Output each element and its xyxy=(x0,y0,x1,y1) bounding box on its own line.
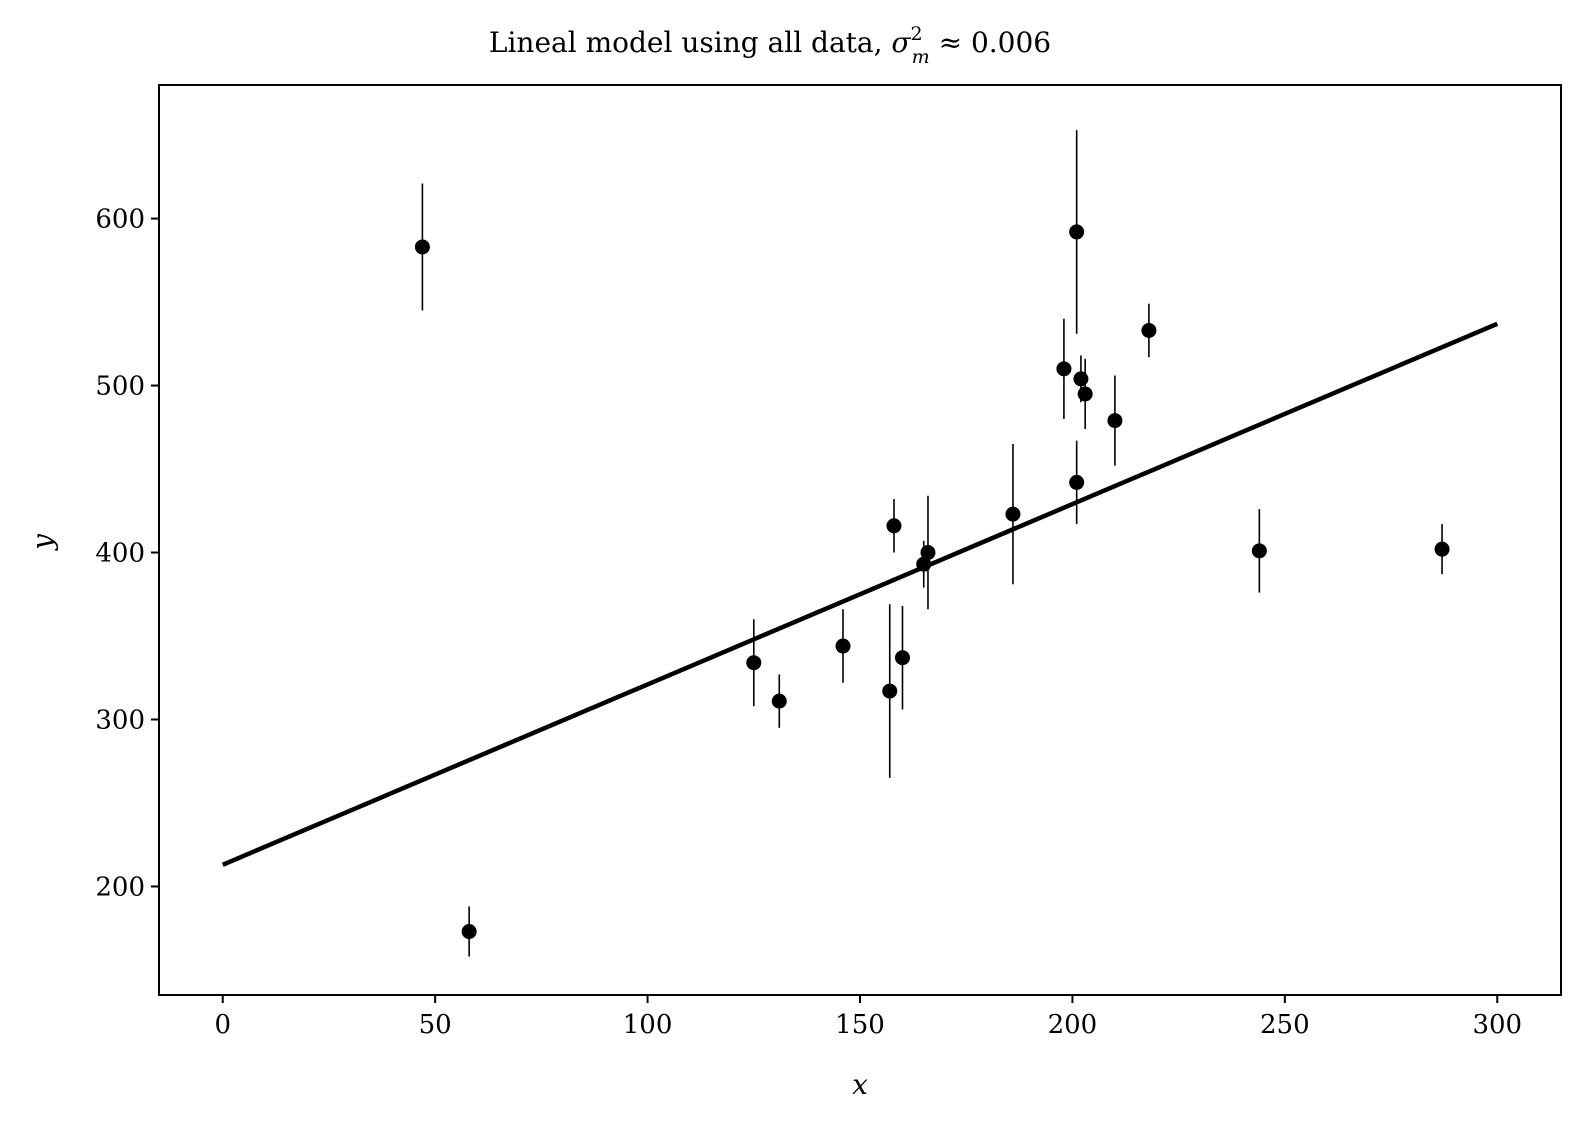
data-point-13 xyxy=(1069,474,1085,490)
data-point-10 xyxy=(1005,506,1021,522)
y-tick-label-600: 600 xyxy=(95,205,145,235)
data-point-2 xyxy=(746,655,762,671)
data-point-0 xyxy=(414,239,430,255)
y-tick-label-200: 200 xyxy=(95,872,145,902)
x-axis-ticks: 0 50 100 150 200 250 300 xyxy=(214,995,1522,1040)
data-point-5 xyxy=(882,683,898,699)
data-point-18 xyxy=(1251,543,1267,559)
y-tick-label-300: 300 xyxy=(95,705,145,735)
data-point-4 xyxy=(835,638,851,654)
plot-marks xyxy=(221,130,1499,957)
y-axis-ticks: 200 300 400 500 600 xyxy=(95,205,159,902)
data-point-6 xyxy=(886,518,902,534)
x-tick-label-0: 0 xyxy=(214,1010,231,1040)
data-point-7 xyxy=(894,650,910,666)
data-point-9 xyxy=(920,545,936,561)
title-text: Lineal model using all data, xyxy=(489,26,892,59)
x-tick-label-250: 250 xyxy=(1260,1010,1310,1040)
y-tick-label-400: 400 xyxy=(95,539,145,569)
x-axis-label: x xyxy=(852,1068,868,1101)
y-tick-label-500: 500 xyxy=(95,372,145,402)
x-tick-label-200: 200 xyxy=(1048,1010,1098,1040)
data-point-3 xyxy=(771,693,787,709)
x-tick-label-50: 50 xyxy=(419,1010,452,1040)
data-point-15 xyxy=(1077,386,1093,402)
data-point-17 xyxy=(1141,322,1157,338)
data-point-19 xyxy=(1434,541,1450,557)
title-value: 0.006 xyxy=(971,26,1051,59)
fit-line xyxy=(221,321,1499,867)
data-point-1 xyxy=(461,924,477,940)
title-relation: ≈ xyxy=(930,26,971,59)
title-sigma: σ xyxy=(891,26,911,59)
chart-title: Lineal model using all data, σ2 m ≈ 0.006 xyxy=(489,23,1051,68)
plot-frame xyxy=(158,84,1562,996)
data-point-14 xyxy=(1073,371,1089,387)
data-point-12 xyxy=(1069,224,1085,240)
y-axis-label: y xyxy=(26,533,59,552)
x-tick-label-300: 300 xyxy=(1472,1010,1522,1040)
x-tick-label-150: 150 xyxy=(835,1010,885,1040)
data-point-11 xyxy=(1056,361,1072,377)
data-point-16 xyxy=(1107,413,1123,429)
title-subscript: m xyxy=(912,46,930,68)
title-superscript: 2 xyxy=(911,23,923,45)
x-tick-label-100: 100 xyxy=(623,1010,673,1040)
